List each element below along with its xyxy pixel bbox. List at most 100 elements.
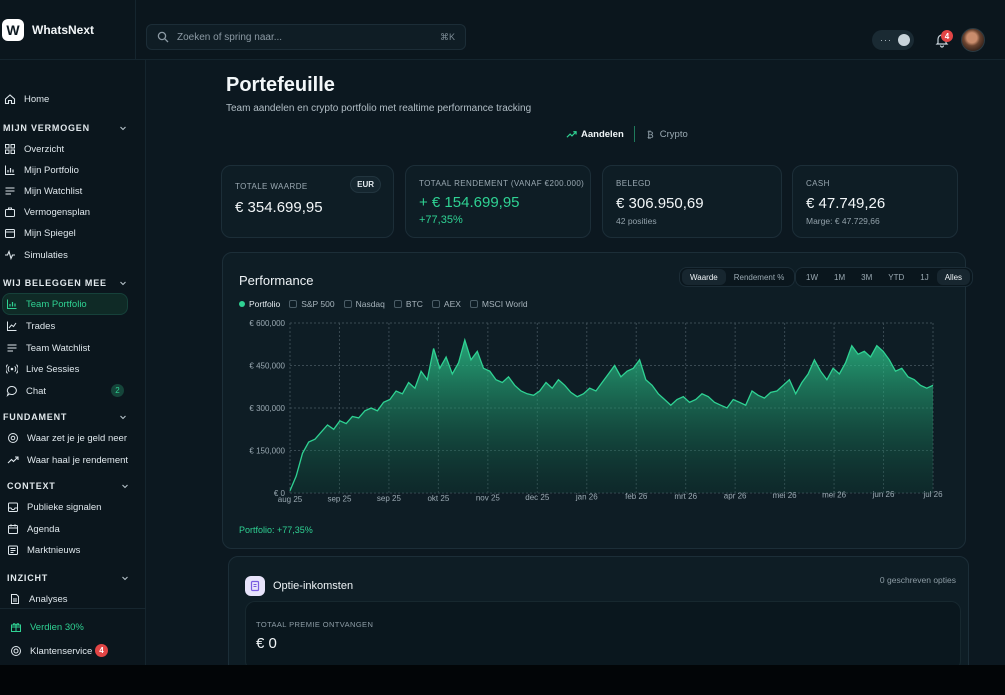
x-tick-label: dec 25 <box>525 493 550 502</box>
checkbox[interactable] <box>431 300 440 308</box>
stat-value: € 354.699,95 <box>235 199 323 216</box>
checkbox[interactable] <box>343 300 352 308</box>
sidebar-item-analyses[interactable]: Analyses <box>9 589 68 609</box>
avatar[interactable] <box>961 28 985 52</box>
section-fundament[interactable]: FUNDAMENT <box>3 412 127 422</box>
range-1m-button[interactable]: 1M <box>834 272 846 282</box>
sidebar-item-mijn-portfolio[interactable]: Mijn Portfolio <box>4 160 79 180</box>
moon-icon <box>898 34 910 46</box>
range-alles-button[interactable]: Alles <box>936 269 971 285</box>
stat-value: € 47.749,26 <box>806 195 886 212</box>
checkbox[interactable] <box>289 300 298 308</box>
activity-icon <box>5 249 15 261</box>
range-3m-button[interactable]: 3M <box>861 272 873 282</box>
sidebar-item-label: Overzicht <box>24 143 65 155</box>
stat-card-invested: BELEGD € 306.950,69 42 posities <box>602 165 782 238</box>
section-title: CONTEXT <box>7 481 56 491</box>
y-tick-label: € 450,000 <box>249 362 285 371</box>
legend-item-msci-world[interactable]: MSCI World <box>469 299 528 309</box>
sidebar-item-label: Analyses <box>29 593 68 605</box>
svg-text:₿: ₿ <box>647 130 654 140</box>
sidebar-item-waar-haal-je-rendement[interactable]: Waar haal je rendement <box>7 450 128 470</box>
sidebar-item-overzicht[interactable]: Overzicht <box>4 139 64 159</box>
checkbox[interactable] <box>393 300 402 308</box>
top-bar: W WhatsNext ⌘K ··· 4 <box>0 0 1005 60</box>
sidebar-item-label: Agenda <box>27 523 60 535</box>
brand[interactable]: W WhatsNext <box>0 0 136 60</box>
performance-chart[interactable]: € 0 € 150,000 € 300,000 € 450,000 € 600,000 a… <box>223 253 967 518</box>
legend-item-btc[interactable]: BTC <box>393 299 423 309</box>
range-1j-button[interactable]: 1J <box>920 272 929 282</box>
x-tick-label: apr 26 <box>724 491 747 500</box>
sidebar-divider <box>0 608 146 609</box>
trending-up-icon <box>7 456 19 464</box>
sidebar-item-vermogensplan[interactable]: Vermogensplan <box>4 202 90 222</box>
legend-label: S&P 500 <box>301 299 335 309</box>
sidebar-item-verdien[interactable]: Verdien 30% <box>10 617 84 637</box>
sidebar-item-label: Vermogensplan <box>24 206 91 218</box>
chevron-down-icon <box>120 415 126 420</box>
x-tick-label: sep 25 <box>327 495 352 504</box>
options-count: 0 geschreven opties <box>879 575 956 585</box>
sidebar-item-publieke-signalen[interactable]: Publieke signalen <box>7 497 101 517</box>
premium-label: TOTAAL PREMIE ONTVANGEN <box>256 620 374 629</box>
currency-badge[interactable]: EUR <box>350 176 381 193</box>
tab-crypto[interactable]: ₿ Crypto <box>645 129 688 140</box>
x-tick-label: feb 26 <box>625 492 648 501</box>
section-inzicht[interactable]: INZICHT <box>7 573 129 583</box>
legend-label: Nasdaq <box>355 299 385 309</box>
range-1w-button[interactable]: 1W <box>806 272 818 282</box>
tab-label: Aandelen <box>581 128 624 140</box>
sidebar-item-waar-zet-je-je-geld-neer[interactable]: Waar zet je je geld neer <box>7 428 127 448</box>
section-mijn-vermogen[interactable]: MIJN VERMOGEN <box>3 123 127 133</box>
section-context[interactable]: CONTEXT <box>7 481 129 491</box>
stat-label: TOTALE WAARDE <box>235 182 308 191</box>
sidebar-item-mijn-spiegel[interactable]: Mijn Spiegel <box>4 223 76 243</box>
sidebar-item-label: Simulaties <box>24 249 68 261</box>
sidebar-item-trades[interactable]: Trades <box>6 316 55 336</box>
sidebar-item-home[interactable]: Home <box>4 89 49 109</box>
mode-rendement-button[interactable]: Rendement % <box>733 272 785 282</box>
mode-waarde-button[interactable]: Waarde <box>682 269 726 285</box>
section-wij-beleggen-mee[interactable]: WIJ BELEGGEN MEE <box>3 278 127 288</box>
legend-item-aex[interactable]: AEX <box>431 299 461 309</box>
legend-item-sp500[interactable]: S&P 500 <box>289 299 335 309</box>
sidebar-item-live-sessies[interactable]: Live Sessies <box>6 359 79 379</box>
tab-aandelen[interactable]: Aandelen <box>566 129 624 140</box>
theme-toggle[interactable]: ··· <box>872 30 914 50</box>
sidebar-item-agenda[interactable]: Agenda <box>7 519 60 539</box>
stat-sub: 42 posities <box>616 216 657 226</box>
stat-label: CASH <box>806 179 830 188</box>
search-input[interactable] <box>177 31 440 43</box>
search-bar[interactable]: ⌘K <box>146 24 466 50</box>
support-badge: 4 <box>95 644 108 657</box>
sidebar-item-chat[interactable]: Chat <box>6 381 46 401</box>
stat-card-total-return: TOTAAL RENDEMENT (VANAF €200.000) + € 15… <box>405 165 591 238</box>
range-ytd-button[interactable]: YTD <box>888 272 905 282</box>
sidebar-item-label: Waar zet je je geld neer <box>27 432 127 444</box>
sidebar-item-team-watchlist[interactable]: Team Watchlist <box>6 338 90 358</box>
legend-item-nasdaq[interactable]: Nasdaq <box>343 299 385 309</box>
app-window: W WhatsNext ⌘K ··· 4 Home MIJN VERMOGEN … <box>0 0 1005 665</box>
legend-item-portfolio[interactable]: Portfolio <box>239 299 280 309</box>
premium-panel: TOTAAL PREMIE ONTVANGEN € 0 <box>245 601 961 665</box>
bar-chart-icon <box>7 299 17 309</box>
trending-up-icon <box>566 130 577 138</box>
section-title: WIJ BELEGGEN MEE <box>3 278 107 288</box>
sidebar-item-label: Home <box>24 93 50 105</box>
home-icon <box>4 94 16 105</box>
chat-badge: 2 <box>111 384 124 397</box>
sidebar-item-simulaties[interactable]: Simulaties <box>4 245 68 265</box>
app-name: WhatsNext <box>32 23 95 37</box>
chevron-down-icon <box>122 484 128 489</box>
sidebar-item-label: Publieke signalen <box>27 501 102 513</box>
chevron-down-icon <box>120 126 126 131</box>
options-title: Optie-inkomsten <box>273 580 354 592</box>
sidebar-item-team-portfolio[interactable]: Team Portfolio <box>6 294 87 314</box>
sidebar-item-marktnieuws[interactable]: Marktnieuws <box>7 540 80 560</box>
sidebar-item-klantenservice[interactable]: Klantenservice <box>10 641 92 661</box>
sidebar-item-label: Mijn Portfolio <box>24 164 79 176</box>
sidebar-item-mijn-watchlist[interactable]: Mijn Watchlist <box>4 181 82 201</box>
app-logo-icon: W <box>2 19 24 41</box>
checkbox[interactable] <box>469 300 478 308</box>
